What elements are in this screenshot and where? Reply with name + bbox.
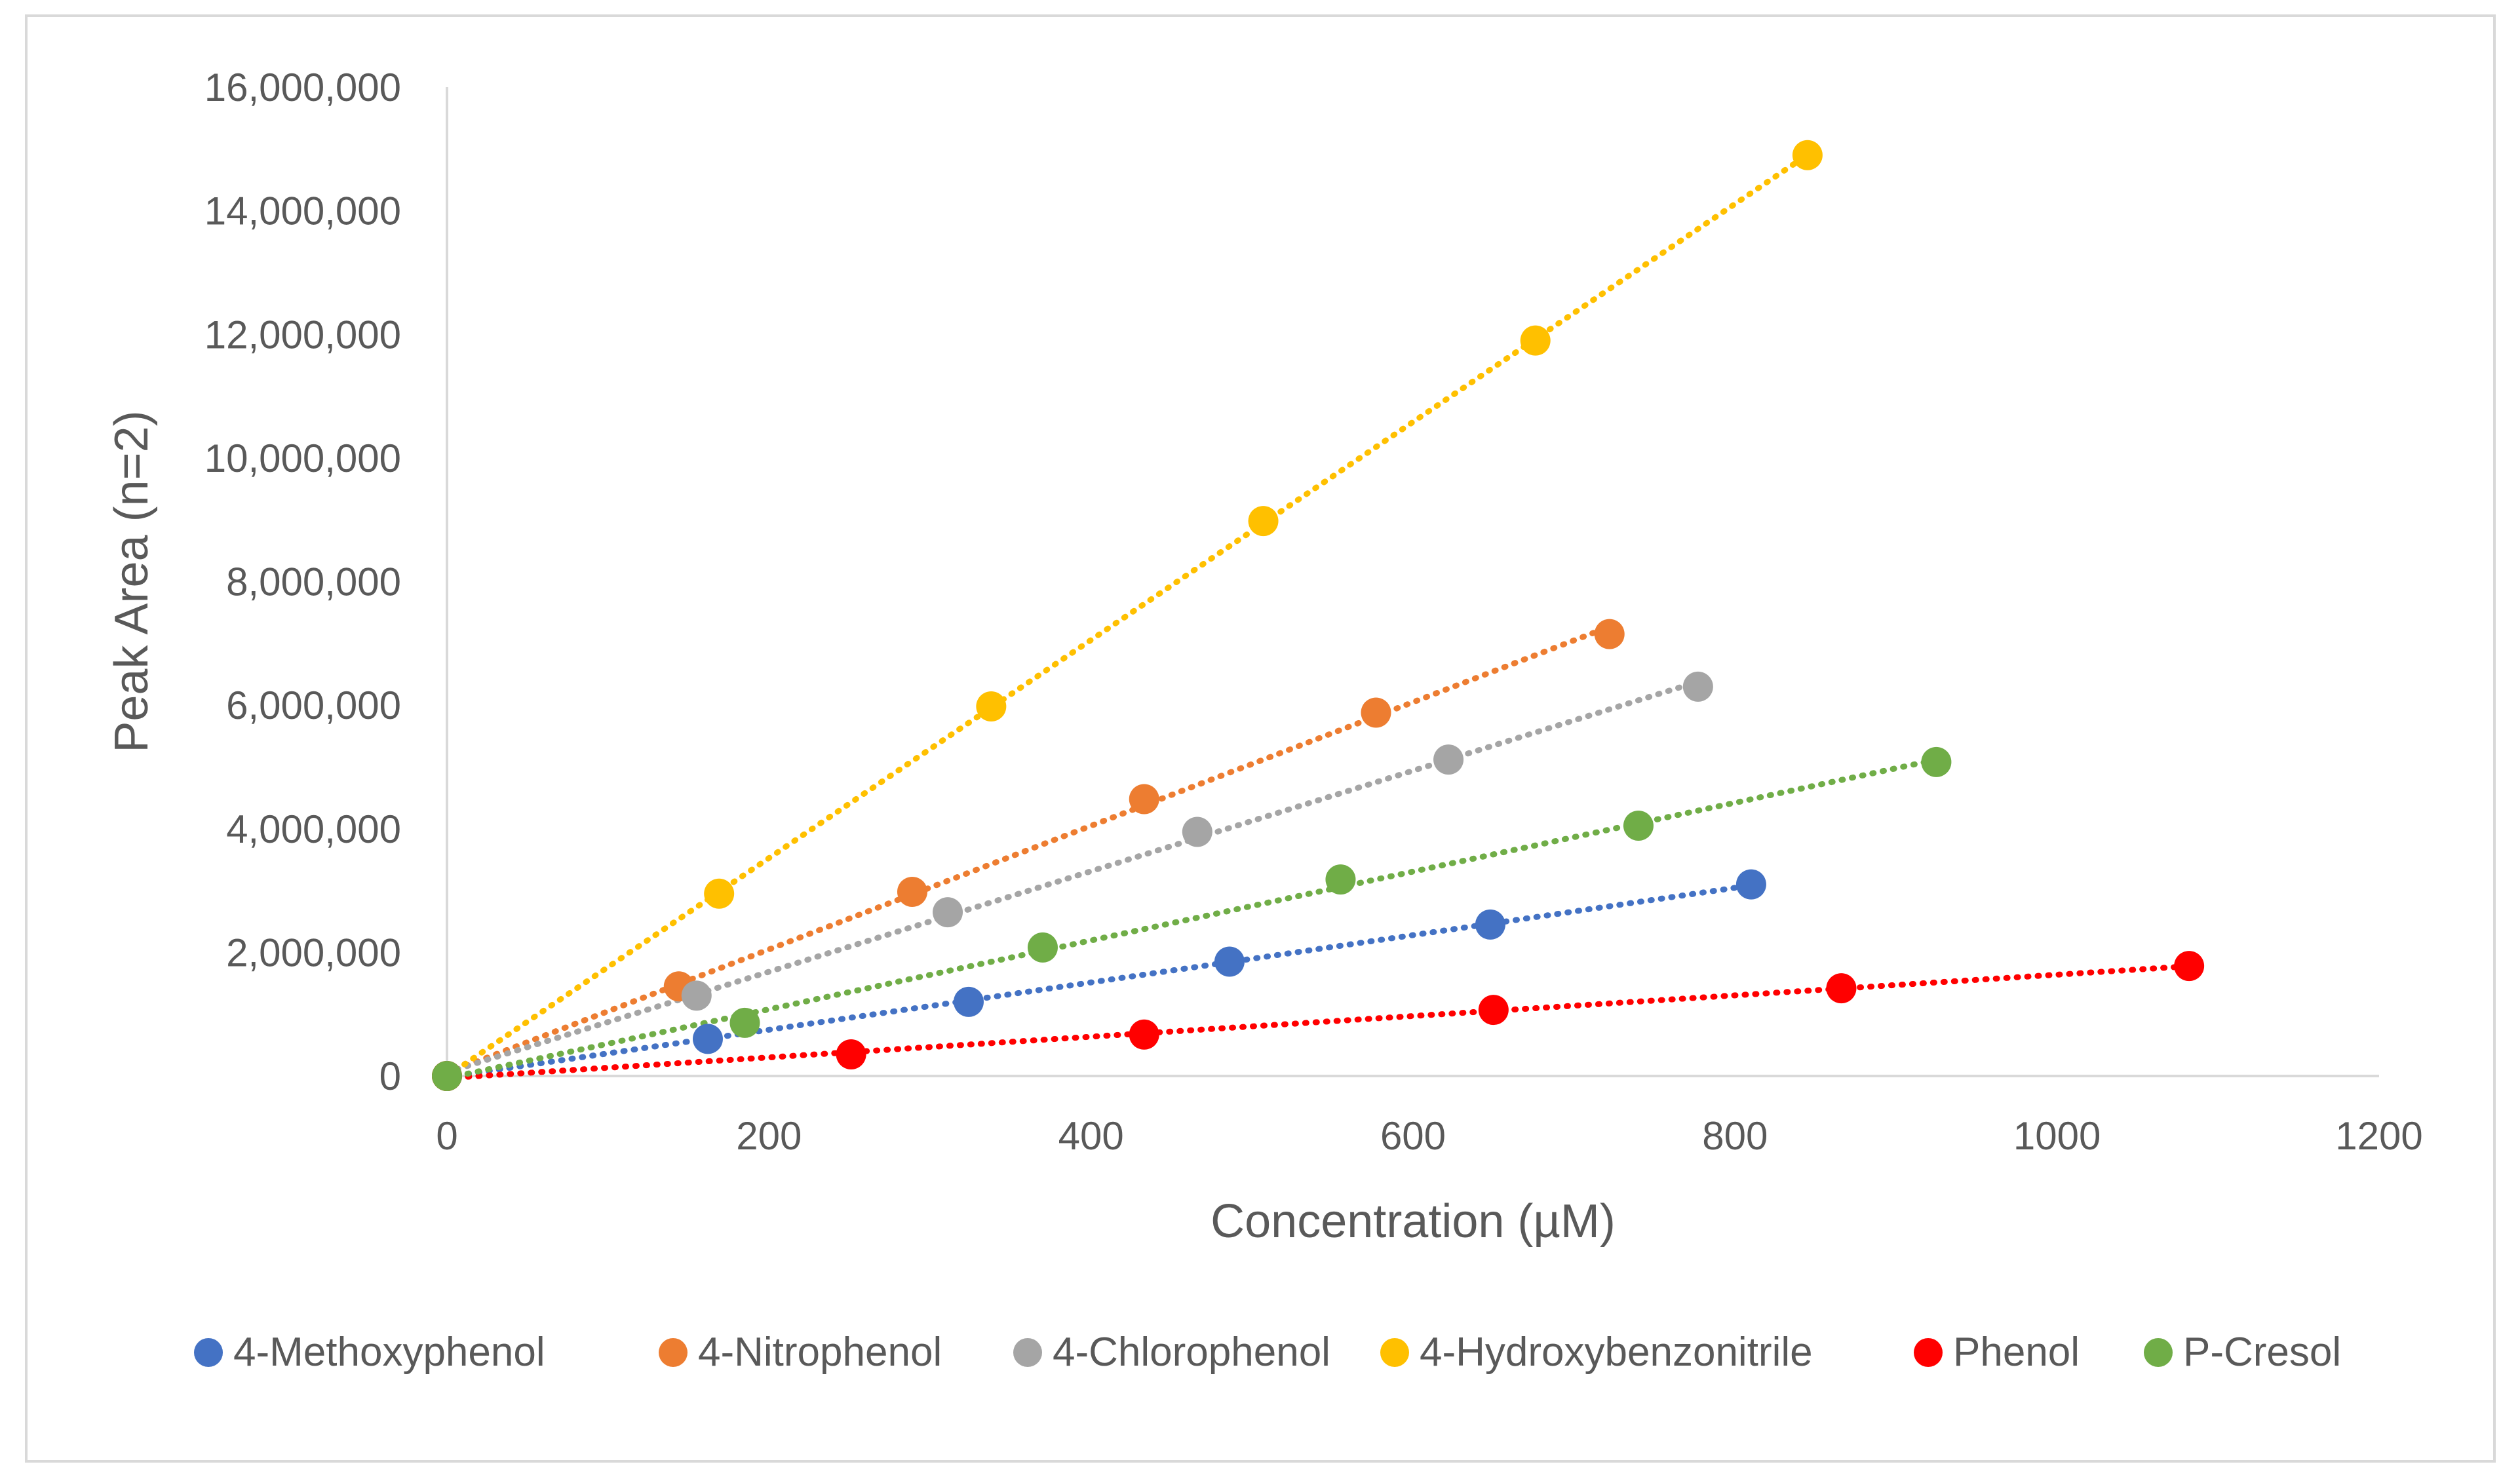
- data-point-p-cresol[interactable]: [432, 1061, 462, 1091]
- data-point-4-hydroxybenzonitrile[interactable]: [1520, 325, 1551, 356]
- legend-label: Phenol: [1953, 1330, 2080, 1375]
- data-point-4-chlorophenol[interactable]: [1182, 816, 1212, 847]
- data-point-4-chlorophenol[interactable]: [1682, 671, 1713, 702]
- legend-marker: [194, 1338, 223, 1367]
- legend-item-4-nitrophenol[interactable]: 4-Nitrophenol: [659, 1330, 942, 1375]
- y-tick-label: 2,000,000: [226, 931, 401, 974]
- data-point-4-chlorophenol[interactable]: [933, 897, 963, 928]
- legend-item-4-methoxyphenol[interactable]: 4-Methoxyphenol: [194, 1330, 545, 1375]
- legend-marker: [1013, 1338, 1042, 1367]
- legend-label: P-Cresol: [2183, 1330, 2341, 1375]
- y-tick-label: 12,000,000: [204, 313, 401, 356]
- data-point-phenol[interactable]: [1129, 1019, 1159, 1050]
- data-point-4-nitrophenol[interactable]: [897, 876, 927, 907]
- data-point-4-methoxyphenol[interactable]: [1475, 909, 1505, 940]
- y-axis-title: Peak Area (n=2): [106, 410, 158, 752]
- trendlines: [444, 151, 2192, 1081]
- x-tick-label: 0: [436, 1114, 457, 1158]
- chart-frame: [25, 14, 2496, 1463]
- legend-item-4-hydroxybenzonitrile[interactable]: 4-Hydroxybenzonitrile: [1380, 1330, 1813, 1375]
- legend-label: 4-Hydroxybenzonitrile: [1420, 1330, 1813, 1375]
- trendline-4-methoxyphenol: [444, 882, 1754, 1081]
- legend-item-phenol[interactable]: Phenol: [1914, 1330, 2080, 1375]
- x-tick-labels: 0 200 400 600 800 1000 1200: [436, 1114, 2422, 1158]
- trendline-4-hydroxybenzonitrile: [444, 151, 1811, 1079]
- data-point-4-nitrophenol[interactable]: [1594, 619, 1625, 649]
- x-tick-label: 600: [1380, 1114, 1446, 1158]
- legend-marker: [659, 1338, 688, 1367]
- data-point-phenol[interactable]: [836, 1039, 866, 1069]
- data-points: [432, 140, 2205, 1091]
- data-point-4-methoxyphenol[interactable]: [692, 1024, 723, 1054]
- legend-label: 4-Methoxyphenol: [233, 1330, 545, 1375]
- trendline-4-nitrophenol: [444, 623, 1613, 1077]
- x-tick-label: 1000: [2013, 1114, 2101, 1158]
- data-point-4-hydroxybenzonitrile[interactable]: [1792, 140, 1823, 170]
- data-point-phenol[interactable]: [1478, 995, 1509, 1026]
- trendline-p-cresol: [444, 756, 1939, 1081]
- legend-label: 4-Nitrophenol: [698, 1330, 942, 1375]
- data-point-4-hydroxybenzonitrile[interactable]: [1248, 506, 1279, 537]
- data-point-4-methoxyphenol[interactable]: [1214, 946, 1245, 977]
- y-tick-label: 4,000,000: [226, 807, 401, 851]
- data-point-phenol[interactable]: [2174, 951, 2205, 982]
- x-tick-label: 200: [736, 1114, 802, 1158]
- data-point-p-cresol[interactable]: [729, 1007, 760, 1038]
- y-tick-label: 10,000,000: [204, 436, 401, 480]
- legend-marker: [1380, 1338, 1409, 1367]
- data-point-4-methoxyphenol[interactable]: [1735, 869, 1766, 900]
- data-point-4-nitrophenol[interactable]: [1129, 784, 1159, 815]
- legend[interactable]: 4-Methoxyphenol 4-Nitrophenol 4-Chlorophen…: [194, 1330, 2341, 1375]
- y-tick-label: 6,000,000: [226, 683, 401, 727]
- legend-item-p-cresol[interactable]: P-Cresol: [2144, 1330, 2341, 1375]
- legend-marker: [2144, 1338, 2173, 1367]
- trendline-phenol: [444, 963, 2192, 1081]
- y-tick-label: 8,000,000: [226, 560, 401, 604]
- data-point-4-hydroxybenzonitrile[interactable]: [704, 878, 735, 909]
- data-point-p-cresol[interactable]: [1027, 932, 1058, 963]
- y-tick-labels: 0 2,000,000 4,000,000 6,000,000 8,000,000 10,…: [204, 66, 401, 1098]
- x-axis-title: Concentration (µM): [1211, 1195, 1616, 1248]
- axes: [446, 87, 2379, 1077]
- trendline-4-chlorophenol: [444, 678, 1701, 1075]
- data-point-4-nitrophenol[interactable]: [1361, 697, 1391, 728]
- legend-label: 4-Chlorophenol: [1053, 1330, 1330, 1375]
- data-point-phenol[interactable]: [1826, 973, 1857, 1004]
- data-point-4-hydroxybenzonitrile[interactable]: [976, 691, 1007, 722]
- x-tick-label: 800: [1702, 1114, 1768, 1158]
- data-point-p-cresol[interactable]: [1623, 811, 1654, 841]
- data-point-p-cresol[interactable]: [1325, 864, 1356, 895]
- legend-marker: [1914, 1338, 1943, 1367]
- legend-item-4-chlorophenol[interactable]: 4-Chlorophenol: [1013, 1330, 1330, 1375]
- x-tick-label: 400: [1058, 1114, 1124, 1158]
- data-point-4-chlorophenol[interactable]: [681, 980, 712, 1011]
- y-tick-label: 0: [379, 1054, 401, 1098]
- data-point-p-cresol[interactable]: [1921, 746, 1952, 777]
- data-point-4-methoxyphenol[interactable]: [953, 986, 984, 1017]
- data-point-4-chlorophenol[interactable]: [1433, 744, 1464, 775]
- x-tick-label: 1200: [2335, 1114, 2422, 1158]
- y-tick-label: 16,000,000: [204, 66, 401, 109]
- y-tick-label: 14,000,000: [204, 189, 401, 233]
